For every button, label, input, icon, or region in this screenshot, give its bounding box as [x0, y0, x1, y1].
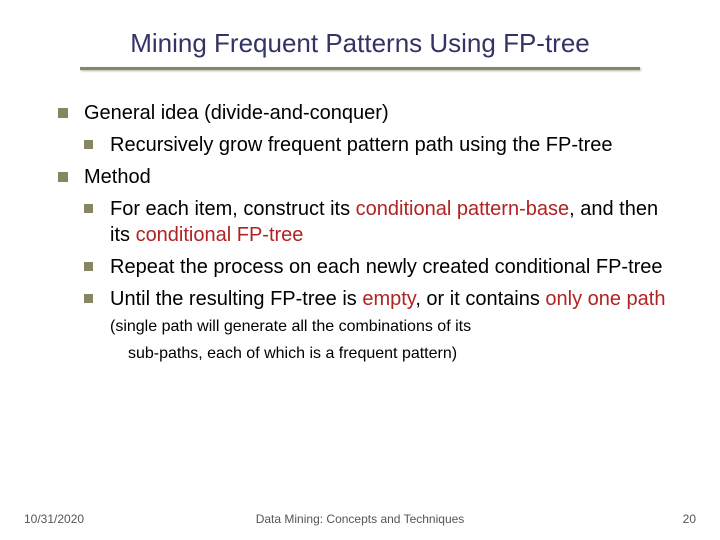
content-area: General idea (divide-and-conquer) Recurs…: [40, 100, 680, 365]
bullet-text: Until the resulting FP-tree is: [110, 288, 362, 310]
slide: Mining Frequent Patterns Using FP-tree G…: [0, 0, 720, 540]
highlight-text: conditional pattern-base: [356, 198, 569, 220]
highlight-text: empty: [362, 288, 415, 310]
title-underline: [80, 67, 640, 70]
highlight-text: only one path: [545, 288, 665, 310]
slide-title: Mining Frequent Patterns Using FP-tree: [40, 28, 680, 59]
bullet-text: Recursively grow frequent pattern path u…: [110, 134, 612, 156]
footer-date: 10/31/2020: [24, 512, 84, 526]
trailing-line: sub-paths, each of which is a frequent p…: [58, 344, 670, 365]
bullet-text: Method: [84, 166, 151, 188]
bullet-text: General idea (divide-and-conquer): [84, 102, 389, 124]
highlight-text: conditional FP-tree: [136, 224, 304, 246]
bullet-text: For each item, construct its: [110, 198, 356, 220]
bullet-item-1-1: Recursively grow frequent pattern path u…: [84, 132, 670, 158]
bullet-list-level2: Recursively grow frequent pattern path u…: [84, 132, 670, 158]
bullet-item-2-3: Until the resulting FP-tree is empty, or…: [84, 286, 670, 338]
footer-center: Data Mining: Concepts and Techniques: [256, 512, 465, 526]
footer-page: 20: [683, 512, 696, 526]
bullet-list-level2: For each item, construct its conditional…: [84, 196, 670, 338]
bullet-text: , or it contains: [415, 288, 545, 310]
bullet-item-1: General idea (divide-and-conquer) Recurs…: [58, 100, 670, 158]
bullet-item-2-2: Repeat the process on each newly created…: [84, 254, 670, 280]
bullet-text: Repeat the process on each newly created…: [110, 256, 663, 278]
trailing-text: (single path will generate all the combi…: [110, 318, 471, 335]
footer: 10/31/2020 Data Mining: Concepts and Tec…: [0, 512, 720, 526]
bullet-item-2-1: For each item, construct its conditional…: [84, 196, 670, 248]
bullet-item-2: Method For each item, construct its cond…: [58, 164, 670, 338]
bullet-list-level1: General idea (divide-and-conquer) Recurs…: [58, 100, 670, 338]
